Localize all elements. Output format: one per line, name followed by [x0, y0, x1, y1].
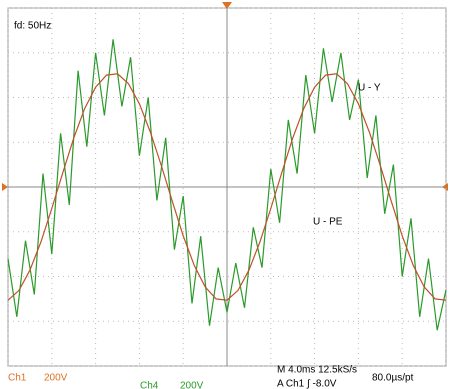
- ch1-ground-marker: [2, 183, 8, 191]
- status-resolution: 80.0µs/pt: [372, 373, 414, 384]
- status-ch1-scale: 200V: [44, 373, 68, 384]
- status-ch4: Ch4: [140, 381, 159, 389]
- status-ch1: Ch1: [8, 373, 27, 384]
- frequency-label: fd: 50Hz: [14, 21, 51, 32]
- trigger-position-marker: [222, 2, 232, 9]
- waveform: [7, 73, 447, 301]
- status-trigger: A Ch1 ∫ -8.0V: [277, 379, 337, 389]
- status-timebase: M 4.0ms 12.5kS/s: [277, 365, 357, 376]
- series-label: U - Y: [358, 83, 381, 94]
- waveform: [7, 39, 447, 331]
- series-label: U - PE: [313, 217, 343, 228]
- status-ch4-scale: 200V: [180, 381, 204, 389]
